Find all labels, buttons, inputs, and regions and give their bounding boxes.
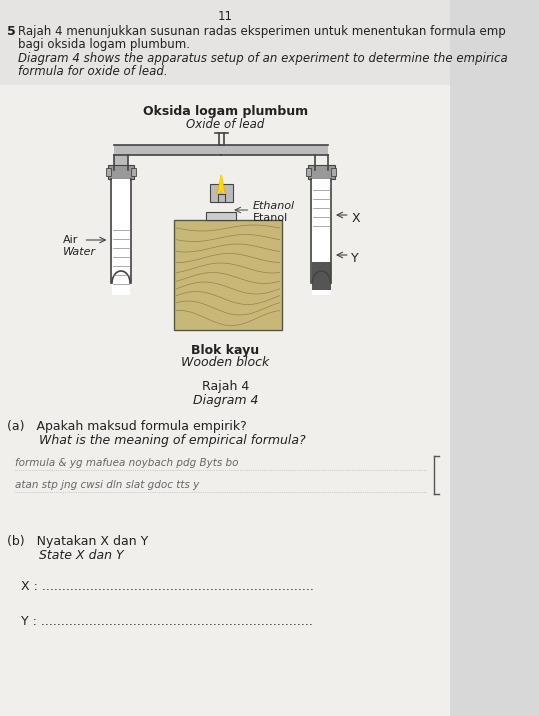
Bar [308, 165, 335, 179]
Text: atan stp jng cwsi dln slat gdoc tts y: atan stp jng cwsi dln slat gdoc tts y [15, 480, 199, 490]
Bar [0, 0, 450, 85]
Text: 5: 5 [6, 25, 16, 38]
Text: Rajah 4: Rajah 4 [202, 380, 249, 393]
Text: Diagram 4: Diagram 4 [192, 394, 258, 407]
Text: Rajah 4 menunjukkan susunan radas eksperimen untuk menentukan formula emp: Rajah 4 menunjukkan susunan radas eksper… [18, 25, 506, 38]
Text: Oxide of lead: Oxide of lead [186, 118, 265, 131]
Polygon shape [218, 175, 224, 194]
Text: Oksida logam plumbum: Oksida logam plumbum [143, 105, 308, 118]
Text: Water: Water [63, 247, 96, 257]
Text: bagi oksida logam plumbum.: bagi oksida logam plumbum. [18, 38, 190, 51]
Bar [206, 212, 236, 220]
Bar [331, 168, 336, 176]
Bar [174, 220, 282, 330]
Bar [106, 168, 111, 176]
Text: Air: Air [63, 235, 78, 245]
Text: Ethanol: Ethanol [253, 201, 295, 211]
Text: (a)   Apakah maksud formula empirik?: (a) Apakah maksud formula empirik? [6, 420, 246, 433]
Text: formula for oxide of lead.: formula for oxide of lead. [18, 65, 168, 78]
Text: Blok kayu: Blok kayu [191, 344, 259, 357]
Text: formula & yg mafuea noybach pdg Byts bo: formula & yg mafuea noybach pdg Byts bo [15, 458, 239, 468]
Text: Diagram 4 shows the apparatus setup of an experiment to determine the empirica: Diagram 4 shows the apparatus setup of a… [18, 52, 508, 65]
Polygon shape [216, 175, 226, 194]
Text: Wooden block: Wooden block [181, 356, 270, 369]
Text: X: X [351, 212, 360, 225]
Bar [306, 168, 312, 176]
Text: State X dan Y: State X dan Y [6, 549, 123, 562]
Bar [131, 168, 136, 176]
Text: Etanol: Etanol [253, 213, 288, 223]
Bar [108, 165, 134, 179]
Text: (b)   Nyatakan X dan Y: (b) Nyatakan X dan Y [6, 535, 148, 548]
Text: Y: Y [351, 252, 359, 265]
Text: 11: 11 [218, 10, 233, 23]
Text: Y : ....................................................................: Y : ....................................… [21, 615, 313, 628]
Bar [210, 184, 233, 202]
Text: X : ....................................................................: X : ....................................… [21, 580, 314, 593]
Bar [312, 262, 330, 290]
Text: What is the meaning of empirical formula?: What is the meaning of empirical formula… [6, 434, 305, 447]
